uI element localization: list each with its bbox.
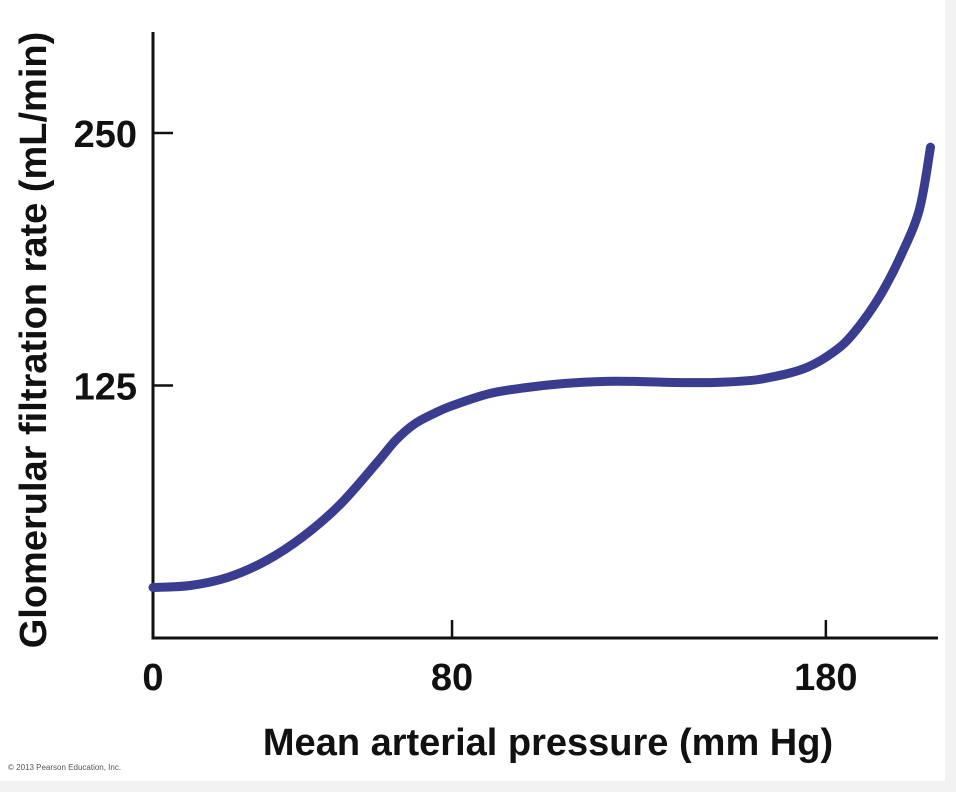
y-axis-title: Glomerular filtration rate (mL/min) <box>13 32 55 649</box>
x-axis-title: Mean arterial pressure (mm Hg) <box>263 722 833 764</box>
y-tick-label: 125 <box>74 367 137 409</box>
x-tick-label: 0 <box>142 657 163 699</box>
series-line <box>148 142 936 592</box>
y-ticks: 125 250 <box>74 114 173 409</box>
y-tick-label: 250 <box>74 114 137 156</box>
x-tick-label: 180 <box>794 657 857 699</box>
copyright-notice: © 2013 Pearson Education, Inc. <box>8 763 122 772</box>
chart: 0 80 180 125 250 Mean arterial pressure (mm… <box>13 32 938 764</box>
series-layer <box>148 142 936 592</box>
chart-figure: 0 80 180 125 250 Mean arterial pressure (mm… <box>0 0 945 781</box>
x-tick-label: 80 <box>431 657 473 699</box>
x-ticks: 0 80 180 <box>142 620 858 699</box>
